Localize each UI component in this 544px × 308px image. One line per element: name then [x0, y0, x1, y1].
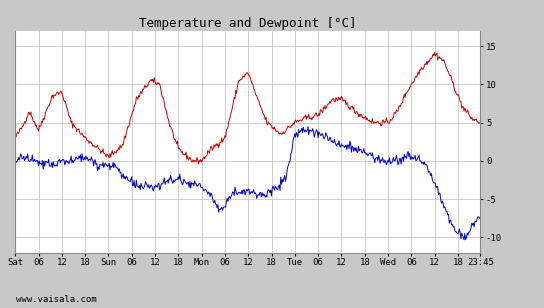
Title: Temperature and Dewpoint [°C]: Temperature and Dewpoint [°C]	[139, 17, 356, 30]
Text: www.vaisala.com: www.vaisala.com	[16, 295, 97, 304]
